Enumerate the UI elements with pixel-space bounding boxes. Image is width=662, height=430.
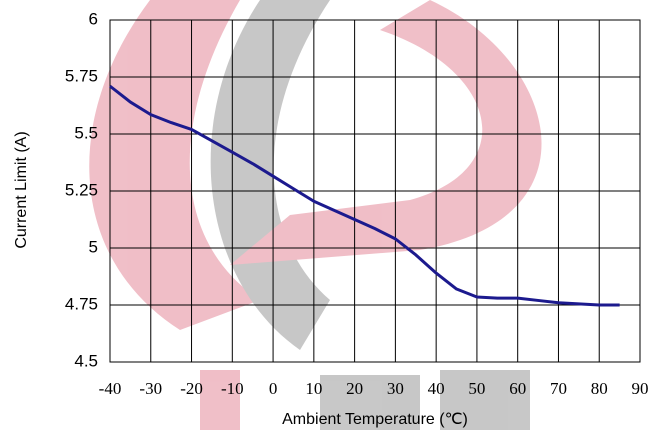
y-tick-label: 4.75: [65, 294, 98, 313]
x-tick-label: -30: [139, 379, 162, 398]
watermark: [89, 0, 542, 430]
data-line: [109, 84, 620, 307]
y-tick-label: 5.25: [65, 180, 98, 199]
x-tick-label: 30: [387, 379, 404, 398]
x-tick-label: 10: [305, 379, 322, 398]
x-tick-label: -20: [180, 379, 203, 398]
x-tick-label: 60: [509, 379, 526, 398]
watermark-shape: [230, 0, 542, 265]
watermark-shape: [200, 370, 240, 430]
y-tick-label: 5.5: [74, 123, 98, 142]
y-tick-label: 5: [89, 237, 98, 256]
y-tick-label: 6: [89, 9, 98, 28]
x-tick-label: 50: [468, 379, 485, 398]
x-tick-label: -40: [99, 379, 122, 398]
plot-border: [109, 19, 641, 363]
x-tick-label: 80: [591, 379, 608, 398]
y-tick-label: 4.5: [74, 351, 98, 370]
x-tick-label: 70: [550, 379, 567, 398]
x-tick-label: -10: [221, 379, 244, 398]
x-tick-label: 0: [269, 379, 278, 398]
x-tick-label: 40: [428, 379, 445, 398]
x-axis-label: Ambient Temperature (℃): [282, 411, 468, 428]
y-tick-label: 5.75: [65, 66, 98, 85]
watermark-shape: [440, 370, 530, 430]
watermark-shape: [320, 375, 420, 430]
y-axis-label: Current Limit (A): [13, 131, 30, 248]
x-tick-label: 90: [632, 379, 649, 398]
x-tick-label: 20: [346, 379, 363, 398]
